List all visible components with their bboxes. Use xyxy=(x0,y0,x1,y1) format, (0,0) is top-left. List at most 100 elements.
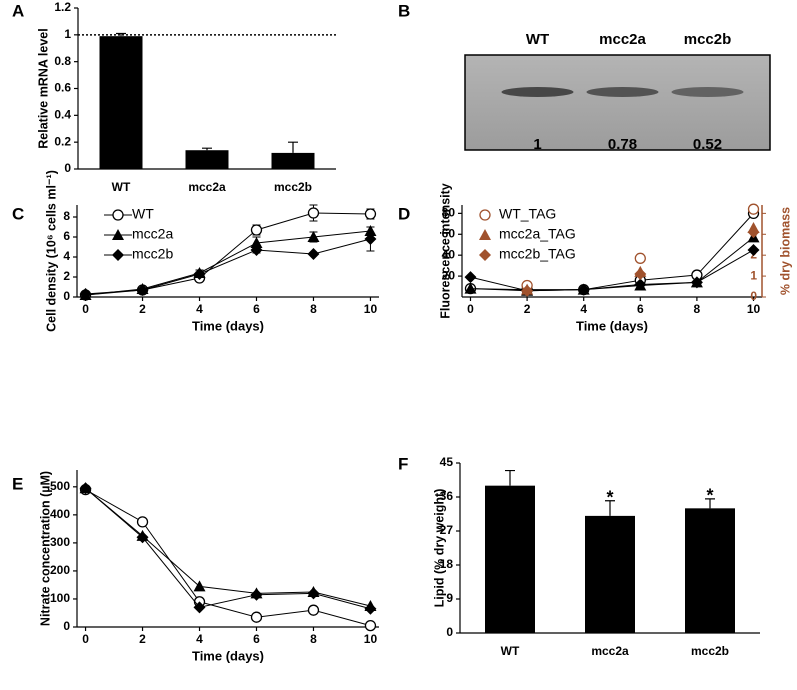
y-tick-label: 18 xyxy=(440,557,454,571)
lane-label: mcc2a xyxy=(599,31,646,48)
data-point xyxy=(577,283,590,296)
series-line xyxy=(85,487,371,610)
x-tick-label: 6 xyxy=(253,302,260,316)
x-tick-label: 2 xyxy=(139,632,146,646)
legend-marker xyxy=(479,209,491,221)
x-tick-label: 8 xyxy=(310,632,317,646)
lane-label: WT xyxy=(526,31,549,48)
legend-marker xyxy=(112,209,124,221)
blot-band xyxy=(671,87,744,97)
bar xyxy=(271,152,315,169)
y-tick-label: 100 xyxy=(50,591,70,605)
data-point xyxy=(747,226,760,239)
legend-label: mcc2b_TAG xyxy=(499,246,576,262)
y-tick-label: 1.2 xyxy=(54,0,71,14)
data-point xyxy=(364,233,377,245)
series-line xyxy=(85,212,371,296)
lane-label: mcc2b xyxy=(684,31,732,48)
data-point xyxy=(364,619,377,632)
y2-tick-label: 0 xyxy=(750,289,757,303)
x-tick-label: mcc2b xyxy=(691,644,729,658)
data-point xyxy=(634,252,646,264)
data-point xyxy=(307,604,320,616)
data-point xyxy=(521,284,534,297)
data-point xyxy=(193,268,206,280)
data-point xyxy=(464,282,477,294)
series-line xyxy=(85,489,371,627)
panel-letter: C xyxy=(12,204,24,223)
blot-band xyxy=(501,87,574,97)
y-axis-label: Fluorescence intensity xyxy=(438,183,452,319)
y-tick-label: 4 xyxy=(63,249,70,263)
data-point xyxy=(307,587,320,600)
data-point xyxy=(193,580,206,592)
y-tick-label: 20 xyxy=(442,268,456,282)
data-point xyxy=(250,611,263,623)
y-tick-label: 0 xyxy=(63,289,70,303)
significance-mark: * xyxy=(706,486,713,506)
x-axis-label: Time (days) xyxy=(576,318,648,333)
x-tick-label: 0 xyxy=(82,302,89,316)
y-tick-label: 8 xyxy=(63,209,70,223)
error-bar xyxy=(605,500,615,516)
data-point xyxy=(464,271,477,284)
x-axis-label: Time (days) xyxy=(192,318,264,333)
data-point xyxy=(364,208,377,220)
y-axis-label: Nitrate concentration (µM) xyxy=(38,471,52,626)
y-tick-label: 80 xyxy=(442,206,456,220)
y-tick-label: 500 xyxy=(50,479,70,493)
significance-mark: * xyxy=(606,488,613,508)
data-point xyxy=(364,602,377,615)
bar xyxy=(185,150,229,169)
data-point xyxy=(250,224,263,236)
y-tick-label: 60 xyxy=(442,226,456,240)
y-tick-label: 9 xyxy=(446,591,453,605)
data-point xyxy=(79,482,92,495)
panel-letter: E xyxy=(12,474,23,493)
legend-marker xyxy=(112,229,124,240)
y-axis-label: Cell density (10⁶ cells ml⁻¹) xyxy=(44,170,58,332)
bar xyxy=(585,515,635,633)
x-tick-label: 6 xyxy=(637,302,644,316)
data-point xyxy=(747,243,760,256)
error-bar xyxy=(705,498,715,509)
x-tick-label: mcc2a xyxy=(188,180,226,194)
error-bar xyxy=(116,32,126,37)
y-tick-label: 0 xyxy=(446,625,453,639)
panel-letter: F xyxy=(398,454,408,473)
data-point xyxy=(634,278,647,291)
y-tick-label: 0 xyxy=(63,619,70,633)
x-tick-label: 8 xyxy=(694,302,701,316)
bar xyxy=(99,36,143,169)
data-point xyxy=(690,276,703,289)
bar xyxy=(685,508,735,633)
y-tick-label: 27 xyxy=(440,523,454,537)
x-tick-label: 10 xyxy=(364,302,378,316)
x-tick-label: 4 xyxy=(196,302,203,316)
data-point xyxy=(136,284,149,296)
x-tick-label: 0 xyxy=(467,302,474,316)
y-tick-label: 0.6 xyxy=(54,81,71,95)
data-point xyxy=(250,237,263,248)
x-tick-label: 8 xyxy=(310,302,317,316)
y2-axis-label: % dry biomass xyxy=(778,207,792,295)
x-tick-label: mcc2a xyxy=(591,644,629,658)
series-line xyxy=(470,237,754,292)
data-point xyxy=(136,531,149,544)
y-tick-label: 40 xyxy=(442,247,456,261)
legend-label: mcc2a_TAG xyxy=(499,226,576,242)
band-value: 1 xyxy=(533,136,541,153)
data-point xyxy=(747,203,760,215)
band-value: 0.78 xyxy=(608,136,637,153)
series-line xyxy=(85,487,371,607)
series-line xyxy=(85,238,371,295)
y-tick-label: 0.4 xyxy=(54,108,71,122)
legend-label: mcc2a xyxy=(132,226,173,242)
panel-letter: D xyxy=(398,204,410,223)
y-tick-label: 1 xyxy=(64,27,71,41)
band-value: 0.52 xyxy=(693,136,722,153)
series-line xyxy=(85,230,371,296)
y-tick-label: 300 xyxy=(50,535,70,549)
x-tick-label: 10 xyxy=(364,632,378,646)
